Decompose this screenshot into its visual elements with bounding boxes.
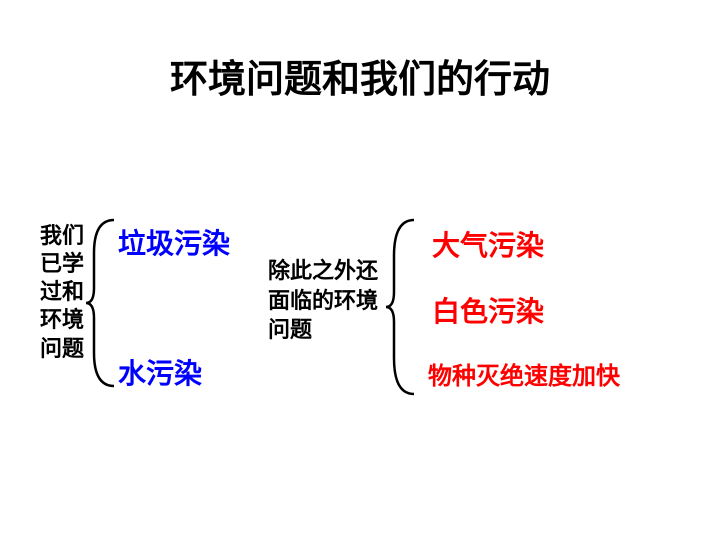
red-branch-3: 物种灭绝速度加快 [428, 356, 620, 391]
blue-branch-2: 水污染 [118, 352, 202, 392]
right-brace-icon [386, 218, 416, 396]
blue-branch-1: 垃圾污染 [118, 222, 230, 262]
red-branch-2: 白色污染 [432, 290, 544, 330]
red-branch-1: 大气污染 [432, 224, 544, 264]
right-group-label: 除此之外还面临的环境问题 [268, 256, 388, 345]
page-title: 环境问题和我们的行动 [170, 48, 550, 103]
left-brace-icon [86, 218, 116, 388]
left-group-label: 我们已学过和环境问题 [40, 222, 88, 363]
